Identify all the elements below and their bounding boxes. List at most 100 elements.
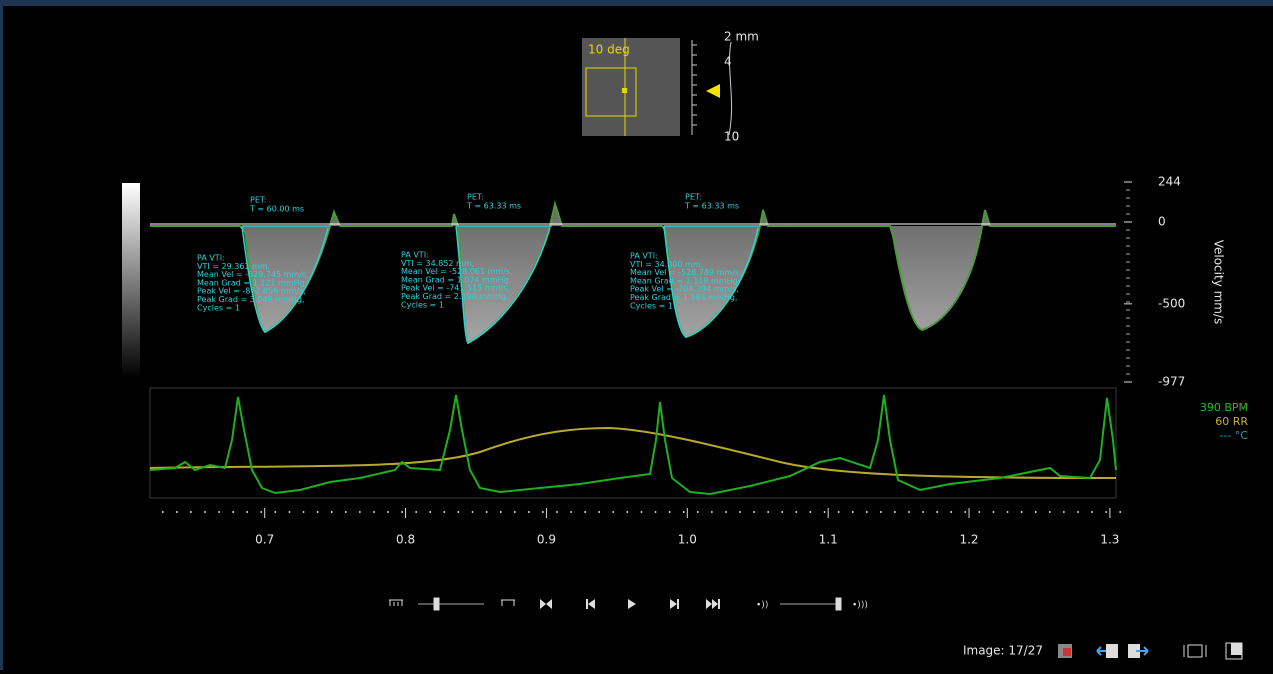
sample-gate bbox=[622, 88, 627, 93]
measurement-line: Cycles = 1 bbox=[197, 303, 240, 312]
velocity-tick-label: 0 bbox=[1158, 214, 1166, 228]
volume-high-icon[interactable]: •))) bbox=[852, 601, 868, 611]
minor-tick bbox=[246, 511, 248, 513]
zoom-min[interactable] bbox=[389, 600, 403, 606]
minor-tick bbox=[1119, 511, 1121, 513]
time-tick-label: 0.9 bbox=[537, 533, 556, 547]
last-frame[interactable] bbox=[706, 599, 718, 609]
minor-tick bbox=[767, 511, 769, 513]
minor-tick bbox=[838, 511, 840, 513]
depth-unit: 2 mm bbox=[724, 30, 759, 44]
measurement-line: Cycles = 1 bbox=[401, 300, 444, 309]
time-tick-label: 0.8 bbox=[396, 533, 415, 547]
left-border bbox=[0, 6, 3, 670]
minor-tick bbox=[176, 511, 178, 513]
minor-tick bbox=[655, 511, 657, 513]
minor-tick bbox=[556, 511, 558, 513]
temperature: --- °C bbox=[1219, 429, 1248, 442]
export-left-frame bbox=[1106, 644, 1118, 658]
toolbar bbox=[1058, 643, 1242, 659]
respiration-trace bbox=[150, 428, 1116, 478]
measurement-line: Cycles = 1 bbox=[630, 301, 673, 310]
layout-single-inner bbox=[1231, 643, 1242, 655]
minor-tick bbox=[401, 511, 403, 513]
minor-tick bbox=[415, 511, 417, 513]
minor-tick bbox=[387, 511, 389, 513]
export-left[interactable] bbox=[1097, 647, 1107, 655]
playback-controls: •)) •))) bbox=[389, 598, 868, 611]
minor-tick bbox=[1063, 511, 1065, 513]
minor-tick bbox=[373, 511, 375, 513]
minor-tick bbox=[598, 511, 600, 513]
minor-tick bbox=[570, 511, 572, 513]
minor-tick bbox=[1007, 511, 1009, 513]
minor-tick bbox=[1021, 511, 1023, 513]
minor-tick bbox=[711, 511, 713, 513]
pet-value: T = 63.33 ms bbox=[684, 202, 739, 211]
volume-thumb[interactable] bbox=[836, 598, 841, 610]
minor-tick bbox=[1091, 511, 1093, 513]
focus-marker[interactable] bbox=[706, 84, 720, 98]
play[interactable] bbox=[628, 599, 636, 609]
minor-tick bbox=[1105, 511, 1107, 513]
minor-tick bbox=[345, 511, 347, 513]
minor-tick bbox=[359, 511, 361, 513]
next-frame[interactable] bbox=[670, 599, 677, 609]
volume-low-icon[interactable]: •)) bbox=[756, 601, 768, 611]
minor-tick bbox=[584, 511, 586, 513]
next-bar bbox=[677, 599, 679, 609]
minor-tick bbox=[627, 511, 629, 513]
gray-scale-bar bbox=[122, 183, 140, 378]
minor-tick bbox=[289, 511, 291, 513]
minor-tick bbox=[697, 511, 699, 513]
page: { "thumbnail": {"angle": "10 deg"}, "dep… bbox=[0, 0, 1273, 670]
minor-tick bbox=[782, 511, 784, 513]
previous-bar bbox=[586, 599, 588, 609]
minor-tick bbox=[458, 511, 460, 513]
minor-tick bbox=[613, 511, 615, 513]
zoom-max[interactable] bbox=[501, 600, 515, 606]
minor-tick bbox=[486, 511, 488, 513]
depth-label: 4 bbox=[724, 55, 732, 69]
pet-value: T = 60.00 ms bbox=[249, 205, 304, 214]
last-bar bbox=[718, 599, 720, 609]
ecg-trace bbox=[150, 395, 1116, 494]
minor-tick bbox=[430, 511, 432, 513]
layout-film[interactable] bbox=[1184, 645, 1206, 657]
minor-tick bbox=[261, 511, 263, 513]
speed-thumb[interactable] bbox=[434, 598, 439, 610]
minor-tick bbox=[979, 511, 981, 513]
time-tick-label: 0.7 bbox=[255, 533, 274, 547]
pet-title: PET: bbox=[467, 193, 484, 202]
time-tick-label: 1.0 bbox=[678, 533, 697, 547]
minor-tick bbox=[852, 511, 854, 513]
minor-tick bbox=[810, 511, 812, 513]
depth-ruler bbox=[692, 40, 697, 135]
bpm: 390 BPM bbox=[1200, 401, 1248, 414]
image-counter: Image: 17/27 bbox=[963, 644, 1043, 658]
minor-tick bbox=[796, 511, 798, 513]
minor-tick bbox=[1049, 511, 1051, 513]
first-frame[interactable] bbox=[540, 599, 552, 609]
minor-tick bbox=[739, 511, 741, 513]
minor-tick bbox=[641, 511, 643, 513]
minor-tick bbox=[162, 511, 164, 513]
minor-tick bbox=[472, 511, 474, 513]
minor-tick bbox=[528, 511, 530, 513]
minor-tick bbox=[303, 511, 305, 513]
minor-tick bbox=[218, 511, 220, 513]
minor-tick bbox=[950, 511, 952, 513]
minor-tick bbox=[965, 511, 967, 513]
angle-label: 10 deg bbox=[588, 43, 630, 57]
depth-label: 10 bbox=[724, 130, 739, 144]
minor-tick bbox=[908, 511, 910, 513]
delete-icon bbox=[1063, 648, 1071, 656]
minor-tick bbox=[866, 511, 868, 513]
minor-tick bbox=[275, 511, 277, 513]
minor-tick bbox=[204, 511, 206, 513]
rr: 60 RR bbox=[1215, 415, 1248, 428]
minor-tick bbox=[894, 511, 896, 513]
pet-title: PET: bbox=[250, 196, 267, 205]
pet-title: PET: bbox=[685, 193, 702, 202]
minor-tick bbox=[824, 511, 826, 513]
